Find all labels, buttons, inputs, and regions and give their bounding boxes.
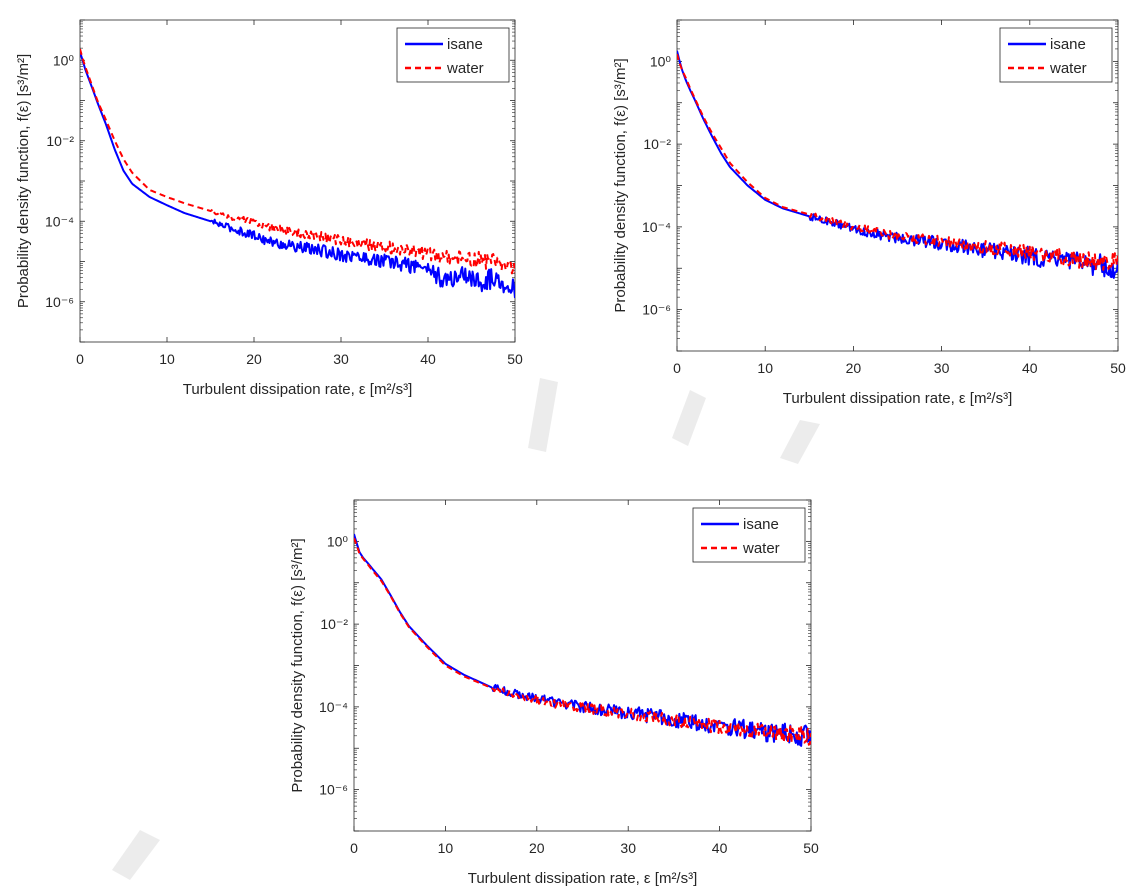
legend-label-isane: isane bbox=[1050, 36, 1086, 53]
x-tick-label: 50 bbox=[803, 840, 819, 856]
legend-label-isane: isane bbox=[447, 36, 483, 53]
x-axis-label: Turbulent dissipation rate, ε [m²/s³] bbox=[183, 381, 413, 398]
legend-label-water: water bbox=[1049, 60, 1087, 77]
series-line-water bbox=[677, 53, 1118, 271]
y-axis-label: Probability density function, f(ε) [s³/m… bbox=[15, 54, 32, 308]
watermark-stroke-d bbox=[112, 830, 160, 880]
x-tick-label: 50 bbox=[507, 351, 523, 367]
y-tick-label: 10⁻⁴ bbox=[319, 699, 348, 715]
y-tick-label: 10⁻⁴ bbox=[642, 219, 671, 235]
watermark bbox=[112, 378, 820, 880]
series-line-water bbox=[80, 48, 515, 275]
series-lines bbox=[80, 48, 515, 299]
y-axis-label: Probability density function, f(ε) [s³/m… bbox=[289, 538, 306, 792]
x-tick-label: 30 bbox=[620, 840, 636, 856]
x-axis-label: Turbulent dissipation rate, ε [m²/s³] bbox=[783, 390, 1013, 407]
series-lines bbox=[677, 50, 1118, 279]
x-axis-label: Turbulent dissipation rate, ε [m²/s³] bbox=[468, 870, 698, 887]
y-tick-label: 10⁻⁶ bbox=[642, 302, 671, 318]
y-axis-label: Probability density function, f(ε) [s³/m… bbox=[612, 58, 629, 312]
legend-label-water: water bbox=[446, 60, 484, 77]
watermark-stroke-c bbox=[780, 420, 820, 464]
y-tick-label: 10⁰ bbox=[650, 53, 672, 69]
series-line-isane bbox=[80, 51, 515, 299]
x-tick-label: 40 bbox=[420, 351, 436, 367]
legend: isane water bbox=[692, 507, 806, 563]
legend-box bbox=[692, 507, 806, 563]
x-tick-label: 10 bbox=[159, 351, 175, 367]
series-lines bbox=[354, 533, 811, 747]
x-tick-label: 0 bbox=[350, 840, 358, 856]
y-tick-label: 10⁻⁴ bbox=[45, 213, 74, 229]
chart-panel-1: 0 10 20 30 40 50 10⁰ 10⁻² 10⁻⁴ 10⁻⁶ Turbulent diss… bbox=[15, 19, 523, 398]
x-tick-label: 20 bbox=[846, 360, 862, 376]
y-tick-label: 10⁻² bbox=[46, 133, 74, 149]
series-line-isane bbox=[354, 533, 811, 747]
x-tick-label: 50 bbox=[1110, 360, 1126, 376]
y-tick-label: 10⁻² bbox=[320, 616, 348, 632]
x-tick-label: 20 bbox=[246, 351, 262, 367]
y-tick-label: 10⁻² bbox=[643, 136, 671, 152]
y-tick-label: 10⁻⁶ bbox=[45, 294, 74, 310]
legend-label-isane: isane bbox=[743, 516, 779, 533]
series-line-isane bbox=[677, 50, 1118, 279]
legend: isane water bbox=[396, 27, 510, 83]
x-tick-label: 10 bbox=[757, 360, 773, 376]
legend-box bbox=[396, 27, 510, 83]
x-tick-label: 30 bbox=[934, 360, 950, 376]
x-tick-label: 20 bbox=[529, 840, 545, 856]
chart-panel-3: 0 10 20 30 40 50 10⁰ 10⁻² 10⁻⁴ 10⁻⁶ Turbulent diss… bbox=[289, 499, 819, 887]
x-tick-label: 40 bbox=[1022, 360, 1038, 376]
y-tick-label: 10⁰ bbox=[327, 533, 349, 549]
y-tick-label: 10⁻⁶ bbox=[319, 782, 348, 798]
watermark-stroke-b bbox=[672, 390, 706, 446]
plots-group: 0 10 20 30 40 50 10⁰ 10⁻² 10⁻⁴ 10⁻⁶ Turbulent diss… bbox=[15, 19, 1126, 887]
x-tick-label: 0 bbox=[673, 360, 681, 376]
series-line-water bbox=[354, 537, 811, 746]
x-tick-label: 0 bbox=[76, 351, 84, 367]
y-tick-label: 10⁰ bbox=[53, 52, 75, 68]
x-tick-label: 30 bbox=[333, 351, 349, 367]
x-tick-label: 10 bbox=[438, 840, 454, 856]
legend-box bbox=[999, 27, 1113, 83]
legend: isane water bbox=[999, 27, 1113, 83]
legend-label-water: water bbox=[742, 540, 780, 557]
watermark-stroke-a bbox=[528, 378, 558, 452]
x-tick-label: 40 bbox=[712, 840, 728, 856]
chart-panel-2: 0 10 20 30 40 50 10⁰ 10⁻² 10⁻⁴ 10⁻⁶ Turbulent diss… bbox=[612, 19, 1126, 407]
